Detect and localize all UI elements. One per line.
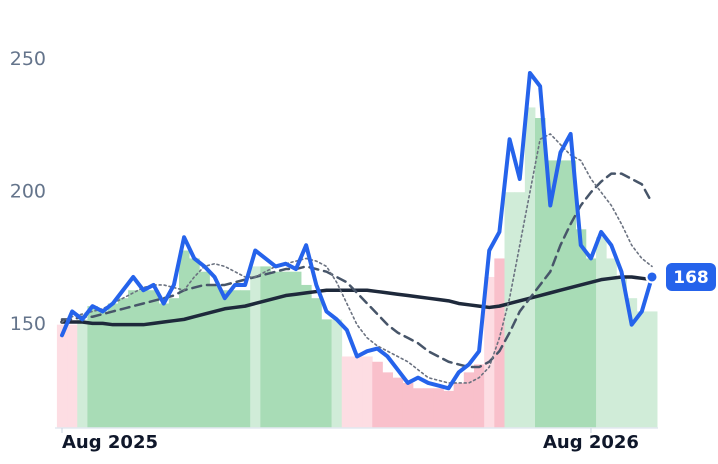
bar bbox=[341, 356, 353, 428]
bar bbox=[199, 271, 210, 428]
bar bbox=[56, 324, 68, 428]
bar bbox=[148, 290, 160, 428]
bar bbox=[504, 192, 516, 428]
y-tick-label: 150 bbox=[10, 313, 46, 335]
bar bbox=[565, 160, 577, 428]
bar bbox=[97, 311, 109, 428]
bar bbox=[229, 290, 241, 428]
last-value-dot bbox=[645, 270, 659, 284]
bar bbox=[402, 382, 414, 428]
bar bbox=[524, 107, 536, 428]
bar bbox=[209, 284, 221, 428]
bar bbox=[555, 160, 566, 428]
bar bbox=[178, 250, 190, 428]
bar bbox=[67, 324, 78, 428]
bar bbox=[443, 390, 455, 428]
bar bbox=[646, 311, 658, 428]
last-value-label: 168 bbox=[673, 268, 709, 288]
series-line bbox=[60, 172, 654, 369]
bar bbox=[596, 237, 607, 428]
bar bbox=[117, 298, 129, 428]
bar bbox=[351, 356, 363, 428]
bar bbox=[575, 229, 587, 428]
bar bbox=[372, 361, 383, 428]
bar bbox=[321, 319, 332, 428]
bar bbox=[382, 372, 394, 428]
bar bbox=[219, 290, 231, 428]
bar bbox=[362, 356, 373, 428]
bar bbox=[128, 290, 139, 428]
bar bbox=[270, 271, 282, 428]
bar bbox=[260, 266, 271, 428]
bar bbox=[240, 290, 251, 428]
bar bbox=[636, 311, 648, 428]
bar bbox=[616, 276, 627, 428]
bar bbox=[301, 284, 312, 428]
bar bbox=[158, 303, 170, 428]
bar bbox=[412, 388, 424, 428]
bar bbox=[280, 271, 292, 428]
bar bbox=[626, 298, 638, 428]
y-tick-label: 200 bbox=[10, 181, 46, 203]
bar bbox=[473, 364, 485, 428]
bar bbox=[311, 298, 322, 428]
bar bbox=[290, 271, 302, 428]
bar bbox=[87, 306, 99, 428]
bar bbox=[585, 258, 597, 428]
bar bbox=[494, 258, 505, 428]
bar bbox=[392, 377, 404, 428]
y-tick-label: 250 bbox=[10, 48, 46, 70]
bar bbox=[606, 258, 617, 428]
bar bbox=[433, 388, 444, 428]
bar bbox=[453, 382, 465, 428]
bar bbox=[535, 118, 546, 428]
bar bbox=[168, 298, 180, 428]
series-line bbox=[60, 275, 654, 327]
bar bbox=[250, 266, 261, 428]
bar bbox=[189, 258, 200, 428]
bar bbox=[423, 388, 434, 428]
bar bbox=[107, 303, 119, 428]
bar bbox=[484, 276, 495, 428]
series-line bbox=[60, 70, 654, 391]
bar bbox=[77, 319, 88, 428]
bar-group bbox=[56, 107, 658, 428]
bar bbox=[138, 290, 149, 428]
last-value-badge bbox=[666, 262, 716, 291]
x-tick-label: Aug 2026 bbox=[543, 432, 639, 453]
series-line bbox=[61, 133, 653, 384]
bar bbox=[331, 319, 343, 428]
bar bbox=[463, 372, 475, 428]
x-tick-label: Aug 2025 bbox=[62, 432, 158, 453]
